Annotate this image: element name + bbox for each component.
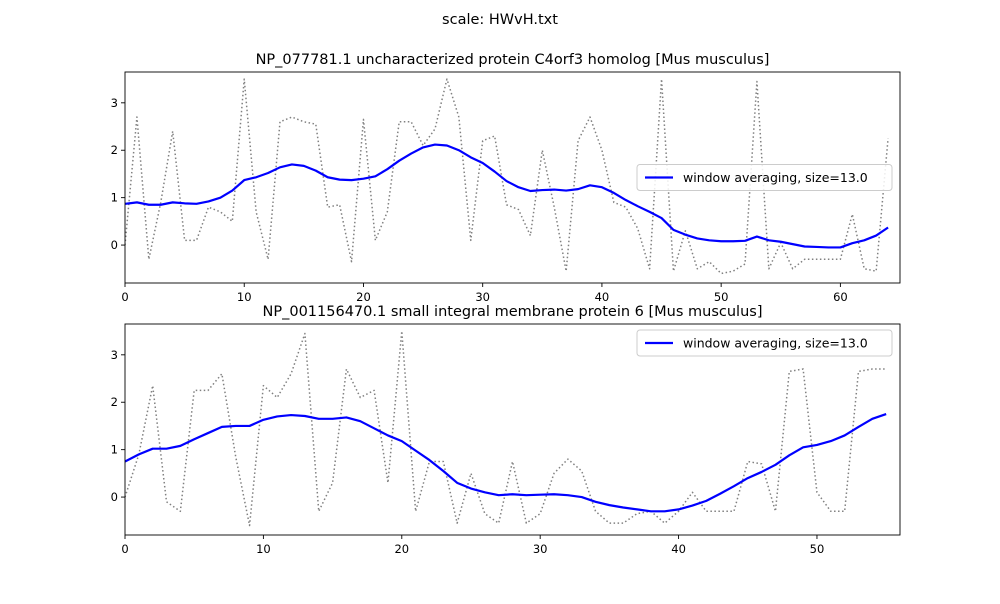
- x-tick-label: 0: [121, 542, 128, 556]
- x-tick-label: 10: [237, 290, 252, 304]
- chart-title: NP_001156470.1 small integral membrane p…: [263, 304, 763, 320]
- raw-score-line: [125, 78, 889, 275]
- y-tick-label: 1: [111, 191, 118, 205]
- x-tick-label: 50: [714, 290, 729, 304]
- x-tick-label: 40: [595, 290, 610, 304]
- x-tick-label: 60: [833, 290, 848, 304]
- x-tick-label: 0: [121, 290, 128, 304]
- axes-frame: [124, 323, 901, 536]
- legend-label: window averaging, size=13.0: [683, 336, 868, 351]
- axes-frame: [124, 71, 901, 284]
- legend-label: window averaging, size=13.0: [683, 170, 868, 185]
- legend-box: [636, 329, 893, 357]
- x-tick-label: 20: [356, 290, 371, 304]
- figure-suptitle: scale: HWvH.txt: [442, 12, 558, 28]
- y-tick-label: 0: [111, 238, 118, 252]
- x-tick-label: 50: [810, 542, 825, 556]
- legend-box: [636, 164, 893, 191]
- chart-2: NP_001156470.1 small integral membrane p…: [111, 304, 901, 556]
- y-tick-label: 0: [111, 490, 118, 504]
- y-tick-label: 2: [111, 143, 118, 157]
- y-tick-label: 2: [111, 395, 118, 409]
- legend: window averaging, size=13.0: [636, 164, 893, 191]
- window-average-line: [125, 413, 887, 513]
- charts-layer: NP_077781.1 uncharacterized protein C4or…: [111, 52, 901, 556]
- legend: window averaging, size=13.0: [636, 329, 893, 357]
- y-tick-label: 1: [111, 443, 118, 457]
- x-tick-label: 30: [533, 542, 548, 556]
- x-tick-label: 40: [671, 542, 686, 556]
- y-tick-label: 3: [111, 96, 118, 110]
- chart-1: NP_077781.1 uncharacterized protein C4or…: [111, 52, 901, 304]
- chart-title: NP_077781.1 uncharacterized protein C4or…: [256, 52, 770, 68]
- window-average-line: [125, 143, 889, 249]
- x-tick-label: 10: [256, 542, 271, 556]
- x-tick-label: 30: [475, 290, 490, 304]
- plot-area: [125, 330, 887, 527]
- x-tick-label: 20: [394, 542, 409, 556]
- plot-area: [125, 78, 889, 275]
- y-tick-label: 3: [111, 348, 118, 362]
